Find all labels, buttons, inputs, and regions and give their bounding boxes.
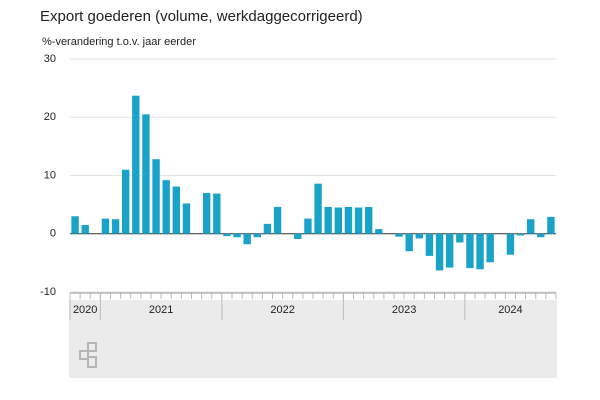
- bar: [537, 233, 545, 238]
- footer-panel: [69, 300, 557, 378]
- bar: [81, 225, 89, 234]
- bar: [375, 229, 383, 234]
- bar: [233, 233, 241, 238]
- bar: [435, 233, 444, 271]
- bar: [354, 207, 363, 234]
- bar: [395, 233, 403, 237]
- bar: [506, 233, 515, 255]
- bar: [415, 233, 424, 239]
- bar: [213, 193, 221, 234]
- x-tick-label: 2022: [270, 304, 294, 316]
- bar: [516, 233, 525, 236]
- bar: [304, 218, 312, 234]
- bar: [405, 233, 413, 252]
- bar: [526, 219, 535, 234]
- bar: [162, 180, 170, 234]
- x-tick-label: 2024: [498, 304, 522, 316]
- bar: [142, 114, 150, 234]
- logo: [79, 342, 97, 368]
- bar: [486, 233, 494, 263]
- y-tick-label: 20: [44, 111, 56, 123]
- bar: [111, 219, 120, 234]
- bar: [101, 218, 110, 234]
- bar: [466, 233, 474, 269]
- bar: [294, 233, 302, 239]
- bar: [334, 207, 343, 234]
- bar: [445, 233, 454, 268]
- bar: [263, 223, 272, 234]
- bar: [243, 233, 251, 245]
- bar: [121, 169, 130, 234]
- bar: [364, 206, 373, 234]
- bar: [476, 233, 484, 270]
- bar: [253, 233, 262, 238]
- bar: [324, 206, 332, 234]
- bar: [425, 233, 434, 256]
- y-tick-label: -10: [40, 286, 56, 298]
- bar: [344, 206, 353, 234]
- bar: [172, 186, 181, 234]
- bar: [202, 192, 211, 234]
- chart-subtitle: %-verandering t.o.v. jaar eerder: [42, 36, 196, 48]
- y-tick-label: 10: [44, 169, 56, 181]
- y-tick-label: 30: [44, 53, 56, 65]
- chart-title: Export goederen (volume, werkdaggecorrig…: [40, 8, 363, 25]
- bar: [132, 95, 140, 234]
- bar: [273, 206, 282, 234]
- x-tick-label: 2021: [149, 304, 173, 316]
- bar: [71, 216, 79, 234]
- bar: [547, 216, 555, 234]
- bar: [223, 233, 231, 237]
- bar: [182, 203, 191, 234]
- bar: [456, 233, 464, 243]
- y-tick-label: 0: [50, 228, 56, 240]
- bar: [314, 183, 322, 234]
- bar: [152, 159, 160, 234]
- x-tick-label: 2023: [392, 304, 416, 316]
- x-tick-label: 2020: [73, 304, 97, 316]
